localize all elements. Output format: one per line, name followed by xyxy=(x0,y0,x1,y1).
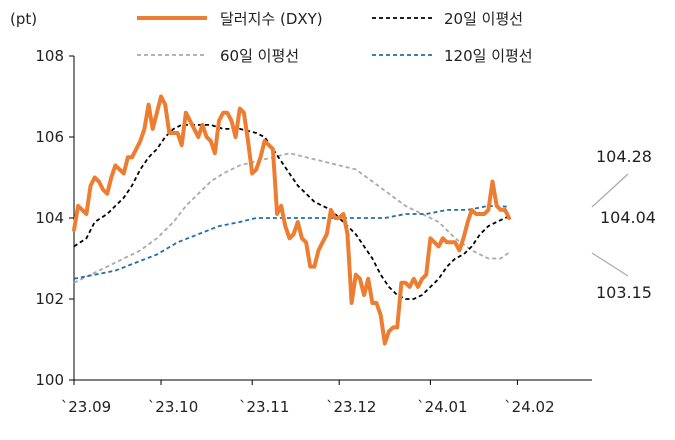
x-tick-label: `23.10 xyxy=(148,398,198,416)
x-tick-label: `23.11 xyxy=(239,398,289,416)
annotations: 104.28 104.04 103.15 xyxy=(591,147,656,302)
annotation-lower: 103.15 xyxy=(596,283,652,302)
legend-label-ma20: 20일 이평선 xyxy=(444,10,523,28)
x-tick-label: `23.09 xyxy=(61,398,111,416)
y-tick-label: 102 xyxy=(35,290,64,308)
y-unit-label: (pt) xyxy=(10,10,37,28)
legend-label-ma120: 120일 이평선 xyxy=(444,47,533,65)
series-group xyxy=(72,94,512,346)
y-tick-label: 104 xyxy=(35,209,64,227)
x-tick-label: `24.01 xyxy=(417,398,467,416)
series-line-ma60 xyxy=(73,152,510,284)
annotation-mid: 104.04 xyxy=(600,208,656,227)
y-tick-label: 106 xyxy=(35,128,64,146)
callout-line-lower xyxy=(591,252,629,277)
legend: 달러지수 (DXY) 20일 이평선 60일 이평선 120일 이평선 xyxy=(137,10,533,65)
callout-line-upper xyxy=(591,173,629,208)
x-tick-label: `23.12 xyxy=(326,398,376,416)
series-line-dxy xyxy=(72,94,512,346)
annotation-upper: 104.28 xyxy=(596,147,652,166)
series-line-ma120 xyxy=(73,204,510,280)
legend-label-dxy: 달러지수 (DXY) xyxy=(220,10,323,28)
y-tick-label: 108 xyxy=(35,47,64,65)
x-tick-label: `24.02 xyxy=(504,398,554,416)
y-tick-label: 100 xyxy=(35,371,64,389)
legend-label-ma60: 60일 이평선 xyxy=(220,47,299,65)
y-ticks: 100 102 104 106 108 xyxy=(35,47,74,389)
series-line-ma20 xyxy=(73,124,510,300)
x-ticks: `23.09 `23.10 `23.11 `23.12 `24.01 `24.02 xyxy=(61,380,555,416)
